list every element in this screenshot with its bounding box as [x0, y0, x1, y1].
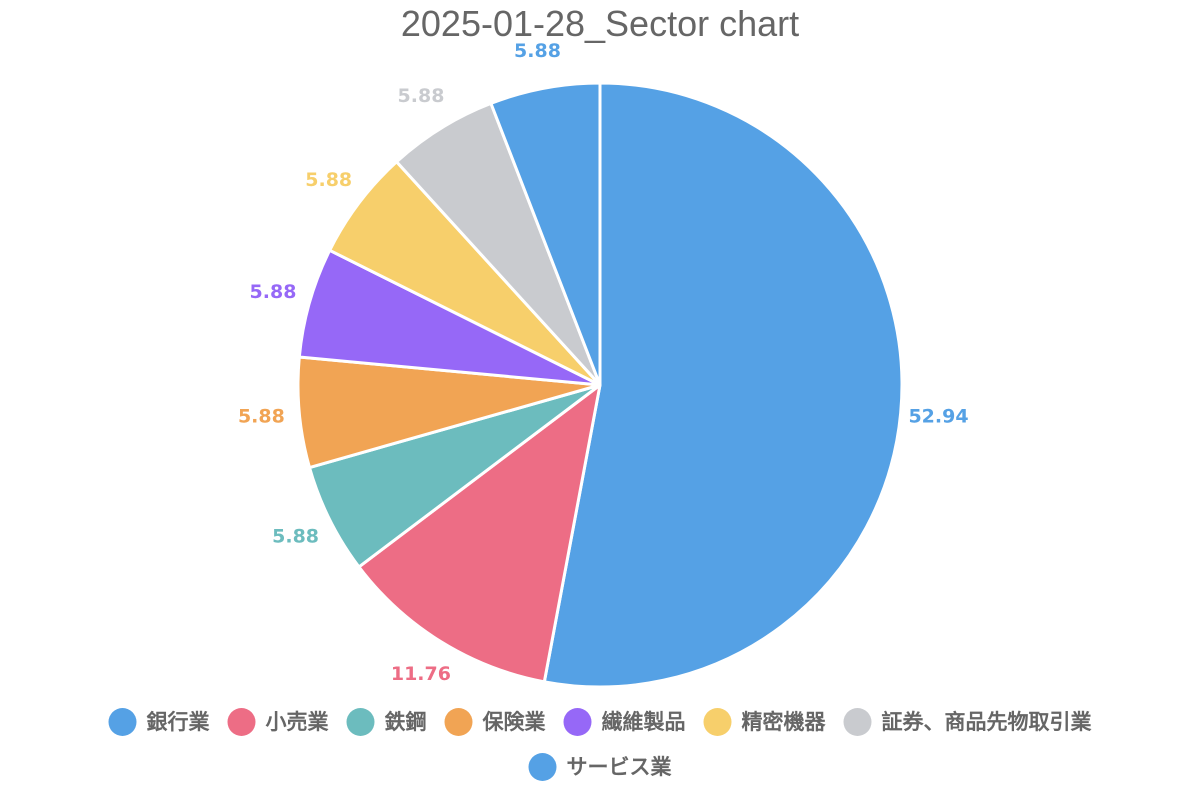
legend-label: サービス業 [567, 755, 673, 779]
pie-slice-2[interactable] [357, 383, 602, 684]
legend-marker [227, 708, 256, 736]
pie-slice-1[interactable] [542, 81, 904, 689]
legend-label: 精密機器 [742, 710, 827, 734]
legend-marker [563, 708, 592, 736]
legend-label: 銀行業 [147, 710, 211, 734]
pie-slices [296, 81, 904, 689]
legend-label: 証券、商品先物取引業 [882, 710, 1093, 734]
legend-marker [108, 708, 137, 736]
legend-label: 鉄鋼 [385, 710, 427, 734]
slice-value-label-7: 5.88 [398, 85, 445, 107]
legend-label: 小売業 [266, 710, 330, 734]
slice-value-label-2: 11.76 [391, 663, 451, 685]
legend-item-5[interactable]: 繊維製品 [563, 708, 686, 736]
slice-value-label-5: 5.88 [250, 281, 297, 303]
legend-label: 繊維製品 [602, 710, 686, 734]
slice-value-label-4: 5.88 [238, 405, 285, 427]
legend-marker [703, 708, 732, 736]
legend-label: 保険業 [482, 710, 547, 734]
legend-item-8[interactable]: サービス業 [528, 753, 673, 781]
legend-marker [346, 708, 375, 736]
legend-item-4[interactable]: 保険業 [444, 708, 547, 736]
slice-value-label-8: 5.88 [514, 40, 561, 62]
legend-item-1[interactable]: 銀行業 [108, 708, 211, 736]
slice-value-label-6: 5.88 [305, 169, 352, 191]
chart-title: 2025-01-28_Sector chart [401, 3, 799, 44]
legend-item-2[interactable]: 小売業 [227, 708, 330, 736]
legend-marker [444, 708, 473, 736]
legend-marker [843, 708, 872, 736]
legend-item-3[interactable]: 鉄鋼 [346, 708, 427, 736]
pie-slice-8[interactable] [489, 81, 602, 387]
legend-item-7[interactable]: 証券、商品先物取引業 [843, 708, 1093, 736]
slice-value-label-3: 5.88 [272, 525, 319, 547]
legend-marker [528, 753, 557, 781]
legend-item-6[interactable]: 精密機器 [703, 708, 827, 736]
slice-value-labels: 52.94 11.76 5.88 5.88 5.88 5.88 5.88 5.88 [238, 40, 969, 685]
slice-value-label-1: 52.94 [908, 406, 968, 428]
